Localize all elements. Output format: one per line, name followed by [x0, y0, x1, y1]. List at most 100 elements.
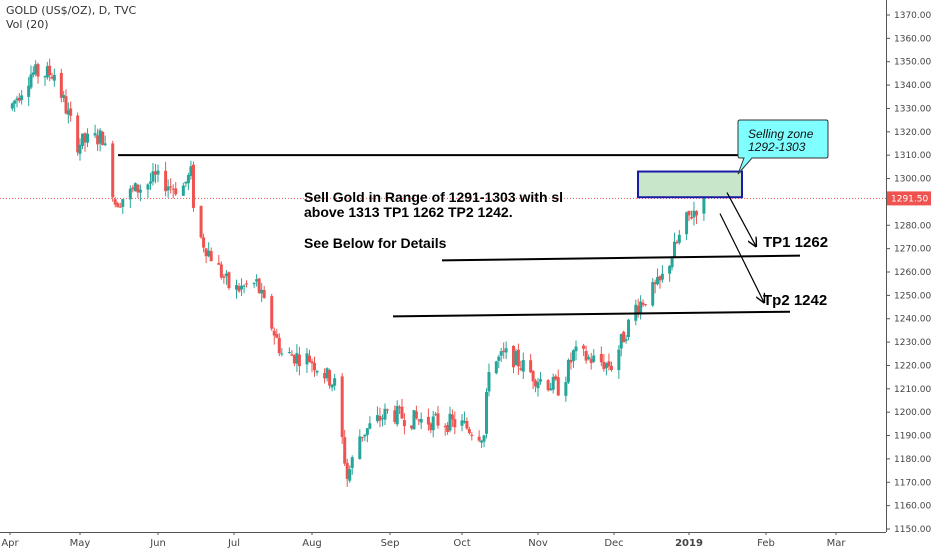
candle — [687, 210, 691, 222]
candle-body — [429, 423, 433, 431]
price-axis-panel — [886, 0, 932, 550]
candle — [412, 409, 416, 430]
candle-body — [516, 349, 520, 367]
candle-body — [410, 425, 414, 429]
candle-body — [385, 409, 389, 411]
candle — [275, 328, 279, 339]
candle-body — [138, 189, 142, 193]
candle — [98, 128, 102, 152]
candle-body — [398, 407, 402, 409]
candle-body — [592, 355, 596, 362]
candle-body — [460, 420, 464, 426]
candle — [639, 295, 643, 320]
candle-body — [609, 365, 613, 371]
candle-body — [98, 130, 102, 144]
candle-body — [343, 437, 347, 464]
candle-body — [219, 264, 223, 278]
candle-body — [482, 435, 486, 442]
candle — [383, 403, 387, 426]
candle — [417, 418, 421, 425]
candle — [460, 413, 464, 432]
time-tick-label: Dec — [604, 538, 623, 549]
candle — [10, 102, 14, 111]
candle — [252, 281, 256, 288]
candle — [477, 430, 481, 443]
candle-body — [151, 171, 155, 182]
candle — [651, 277, 655, 308]
candle — [419, 412, 423, 430]
candle — [328, 368, 332, 389]
candle-body — [307, 355, 311, 363]
candle-body — [602, 361, 606, 370]
candle-body — [656, 277, 660, 285]
candle — [587, 354, 591, 361]
candle — [672, 232, 676, 258]
candle — [641, 299, 645, 308]
candle-body — [17, 97, 21, 101]
candle — [494, 360, 498, 375]
candle-body — [270, 296, 274, 329]
candle-body — [607, 361, 611, 367]
candle — [436, 405, 440, 429]
candle-body — [224, 273, 228, 277]
candle-body — [10, 103, 14, 109]
candle — [280, 348, 284, 357]
candle-body — [514, 351, 518, 366]
candle — [136, 184, 140, 199]
candle-body — [209, 251, 213, 262]
candle-body — [668, 265, 672, 274]
candle — [209, 247, 213, 262]
candle — [378, 407, 382, 428]
volume-indicator-label: Vol (20) — [6, 18, 49, 31]
candle-body — [333, 378, 337, 386]
candle — [529, 353, 533, 374]
price-tick-label: 1200.00 — [894, 408, 931, 418]
candle-body — [685, 212, 689, 235]
candle — [627, 318, 631, 341]
candle — [448, 406, 452, 433]
candle — [534, 378, 538, 393]
candle — [363, 434, 367, 442]
candle — [358, 429, 362, 460]
candle — [202, 233, 206, 253]
candle-body — [217, 262, 221, 265]
candle — [564, 376, 568, 402]
candle — [470, 432, 474, 441]
candle-body — [529, 360, 533, 373]
candle-body — [227, 272, 231, 288]
candle-body — [31, 72, 35, 75]
candle — [174, 182, 178, 196]
candle — [375, 406, 379, 424]
candle — [290, 350, 294, 356]
price-tick-label: 1150.00 — [894, 525, 931, 535]
candle — [133, 182, 137, 192]
candle-body — [310, 361, 314, 364]
candle-body — [511, 345, 515, 368]
candle — [571, 349, 575, 368]
candle-body — [83, 133, 87, 143]
candle — [78, 138, 82, 161]
candle-body — [689, 217, 693, 219]
candle-body — [242, 285, 246, 287]
candle — [658, 275, 662, 289]
candle — [240, 278, 244, 296]
price-tick-label: 1240.00 — [894, 315, 931, 325]
candle-body — [546, 380, 550, 391]
candle-body — [393, 410, 397, 422]
candle-body — [519, 368, 523, 370]
candle-body — [186, 175, 190, 184]
candle — [156, 164, 160, 183]
candle — [325, 367, 329, 382]
candle-body — [450, 414, 454, 420]
candle — [262, 285, 266, 299]
candle — [692, 201, 696, 226]
candle-body — [262, 290, 266, 298]
candle — [551, 373, 555, 394]
candle-body — [521, 360, 525, 372]
price-tick-label: 1190.00 — [894, 432, 931, 442]
candle — [96, 128, 100, 151]
candle — [297, 346, 301, 376]
candle-body — [574, 346, 578, 352]
candle-body — [694, 211, 698, 216]
